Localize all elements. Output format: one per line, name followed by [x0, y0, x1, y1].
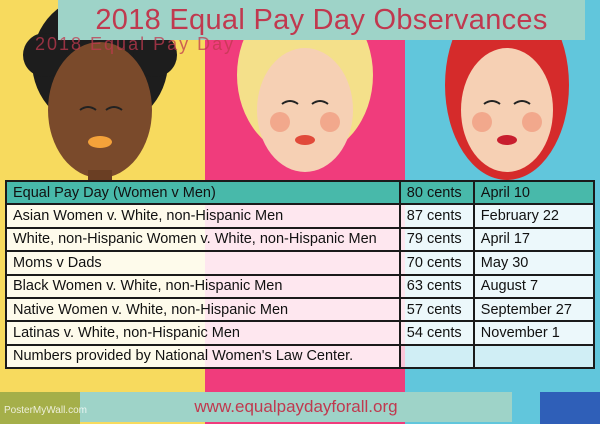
observances-table: Equal Pay Day (Women v Men) 80 cents Apr… [5, 179, 596, 370]
table-header-row: Equal Pay Day (Women v Men) 80 cents Apr… [5, 179, 596, 206]
empty-cell [472, 343, 596, 370]
page-title: 2018 Equal Pay Day Observances [95, 3, 548, 36]
table-row: Latinas v. White, non-Hispanic Men 54 ce… [5, 320, 596, 346]
header-cents: 80 cents [398, 179, 475, 206]
row-date: August 7 [472, 273, 596, 299]
woman-face-3-icon [445, 0, 569, 180]
row-date: April 17 [472, 226, 596, 253]
table-row: Moms v Dads 70 cents May 30 [5, 250, 596, 276]
row-group: Latinas v. White, non-Hispanic Men [5, 320, 401, 346]
source-note: Numbers provided by National Women's Law… [5, 343, 401, 370]
row-cents: 54 cents [398, 320, 475, 346]
website-link[interactable]: www.equalpaydayforall.org [194, 397, 398, 416]
row-group: White, non-Hispanic Women v. White, non-… [5, 226, 401, 253]
table-note-row: Numbers provided by National Women's Law… [5, 343, 596, 370]
table-row: Asian Women v. White, non-Hispanic Men 8… [5, 203, 596, 229]
header-label: Equal Pay Day (Women v Men) [5, 179, 401, 206]
row-group: Native Women v. White, non-Hispanic Men [5, 296, 401, 323]
row-date: November 1 [472, 320, 596, 346]
header-date: April 10 [472, 179, 596, 206]
row-date: September 27 [472, 296, 596, 323]
row-date: May 30 [472, 250, 596, 276]
row-cents: 79 cents [398, 226, 475, 253]
row-cents: 70 cents [398, 250, 475, 276]
table-row: Native Women v. White, non-Hispanic Men … [5, 296, 596, 323]
row-cents: 87 cents [398, 203, 475, 229]
footer-banner: www.equalpaydayforall.org [80, 392, 512, 422]
row-group: Moms v Dads [5, 250, 401, 276]
row-cents: 57 cents [398, 296, 475, 323]
ghost-title-text: 2018 Equal Pay Day [35, 34, 236, 54]
empty-cell [398, 343, 475, 370]
row-cents: 63 cents [398, 273, 475, 299]
table-row: White, non-Hispanic Women v. White, non-… [5, 226, 596, 253]
watermark: PosterMyWall.com [4, 405, 87, 416]
row-group: Asian Women v. White, non-Hispanic Men [5, 203, 401, 229]
row-group: Black Women v. White, non-Hispanic Men [5, 273, 401, 299]
row-date: February 22 [472, 203, 596, 229]
table-row: Black Women v. White, non-Hispanic Men 6… [5, 273, 596, 299]
title-banner: 2018 Equal Pay Day Observances [58, 0, 585, 40]
